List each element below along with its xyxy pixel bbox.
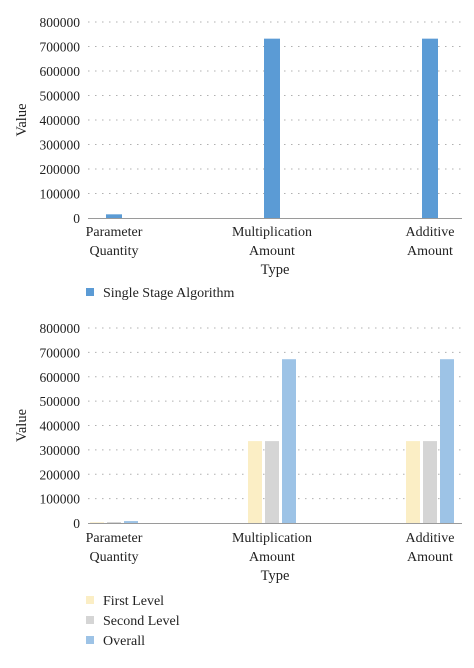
bar-second-level-3 [423, 441, 437, 523]
x-tick-label: Multiplication Amount [232, 225, 312, 259]
y-tick-label: 0 [73, 516, 80, 531]
x-tick-label-line: Quantity [90, 244, 139, 259]
y-tick-label: 700000 [40, 40, 81, 55]
y-tick-label: 300000 [40, 443, 81, 458]
y-tick-label: 600000 [40, 370, 81, 385]
legend-swatch [86, 596, 94, 604]
x-axis-label: Type [261, 262, 290, 278]
x-tick-label: Parameter Quantity [86, 531, 143, 565]
x-tick-label: Additive Amount [406, 225, 455, 259]
x-tick-label-line: Quantity [90, 550, 139, 565]
bar-first-level-3 [406, 441, 420, 523]
y-tick-label: 200000 [40, 467, 81, 482]
chart-1: 0 100000 200000 300000 400000 500000 600000 700… [14, 15, 462, 301]
x-tick-label-line: Amount [407, 550, 453, 565]
bar-first-level-2 [248, 441, 262, 523]
y-tick-label: 700000 [40, 345, 81, 360]
legend-label: Single Stage Algorithm [103, 286, 235, 301]
y-tick-label: 500000 [40, 394, 81, 409]
y-tick-label: 800000 [40, 321, 81, 336]
x-tick-label-line: Additive [406, 225, 455, 240]
y-tick-label: 200000 [40, 162, 81, 177]
legend-swatch [86, 616, 94, 624]
y-tick-label: 100000 [40, 187, 81, 202]
bar-second-level-1 [107, 522, 121, 523]
x-tick-label-line: Amount [249, 550, 295, 565]
x-tick-label-line: Amount [407, 244, 453, 259]
legend-label: First Level [103, 594, 164, 609]
y-tick-label: 500000 [40, 89, 81, 104]
bar-single-stage-algorithm-2 [264, 38, 280, 218]
legend-label: Second Level [103, 614, 180, 629]
x-tick-label-line: Additive [406, 531, 455, 546]
bar-overall-2 [282, 359, 296, 523]
y-tick-label: 100000 [40, 492, 81, 507]
x-tick-label-line: Parameter [86, 531, 143, 546]
x-tick-label-line: Multiplication [232, 225, 312, 240]
bar-second-level-2 [265, 441, 279, 523]
chart-2: 0 100000 200000 300000 400000 500000 600000 700… [14, 321, 462, 649]
bar-single-stage-algorithm-3 [422, 38, 438, 218]
x-tick-label-line: Amount [249, 244, 295, 259]
y-axis-label: Value [14, 103, 30, 136]
y-tick-label: 600000 [40, 64, 81, 79]
legend-label: Overall [103, 634, 145, 649]
bar-overall-1 [124, 521, 138, 523]
x-tick-label-line: Parameter [86, 225, 143, 240]
x-axis-label: Type [261, 568, 290, 584]
bar-single-stage-algorithm-1 [106, 214, 122, 218]
legend-swatch [86, 288, 94, 296]
bar-first-level-1 [90, 522, 104, 523]
y-tick-label: 800000 [40, 15, 81, 30]
y-tick-label: 400000 [40, 113, 81, 128]
x-tick-label: Parameter Quantity [86, 225, 143, 259]
x-tick-label: Additive Amount [406, 531, 455, 565]
x-tick-label-line: Multiplication [232, 531, 312, 546]
x-tick-label: Multiplication Amount [232, 531, 312, 565]
y-tick-label: 0 [73, 211, 80, 226]
y-tick-label: 400000 [40, 419, 81, 434]
y-axis-label: Value [14, 409, 30, 442]
legend-swatch [86, 636, 94, 644]
bar-overall-3 [440, 359, 454, 523]
y-tick-label: 300000 [40, 138, 81, 153]
